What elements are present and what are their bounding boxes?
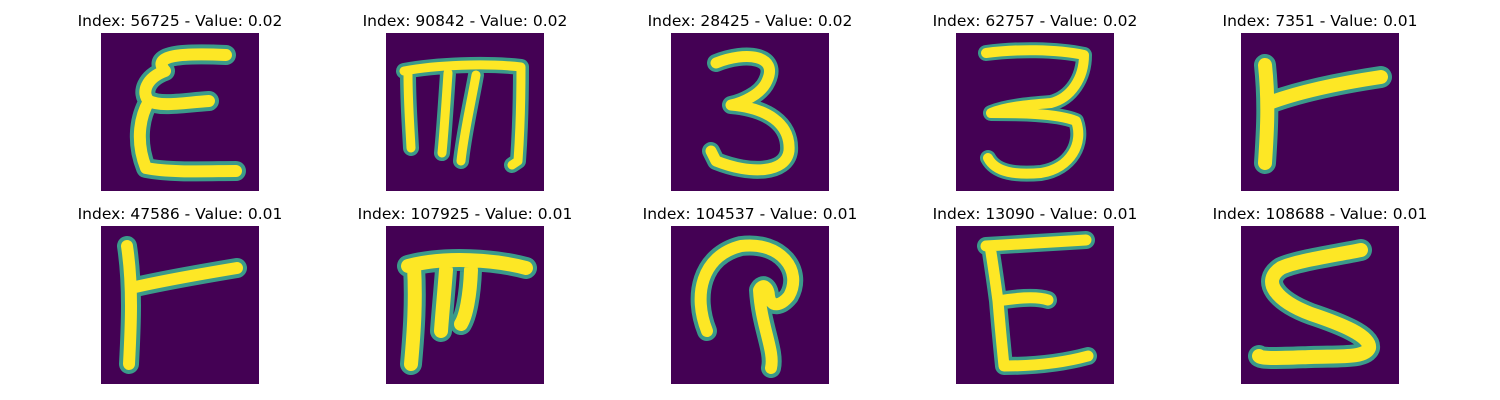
panel-title: Index: 7351 - Value: 0.01 (1222, 12, 1418, 30)
panel-title: Index: 28425 - Value: 0.02 (647, 12, 853, 30)
character-image (956, 33, 1114, 191)
character-image (1241, 226, 1399, 384)
character-image (1241, 33, 1399, 191)
panel-title: Index: 56725 - Value: 0.02 (77, 12, 283, 30)
panel-title: Index: 62757 - Value: 0.02 (932, 12, 1138, 30)
character-image (386, 33, 544, 191)
character-image (101, 33, 259, 191)
character-image (386, 226, 544, 384)
panel-title: Index: 107925 - Value: 0.01 (357, 205, 573, 223)
panel-title: Index: 13090 - Value: 0.01 (932, 205, 1138, 223)
panel-title: Index: 108688 - Value: 0.01 (1212, 205, 1428, 223)
panel-title: Index: 104537 - Value: 0.01 (642, 205, 858, 223)
character-image (101, 226, 259, 384)
character-image (671, 33, 829, 191)
character-image (956, 226, 1114, 384)
panel-title: Index: 90842 - Value: 0.02 (362, 12, 568, 30)
character-image (671, 226, 829, 384)
panel-title: Index: 47586 - Value: 0.01 (77, 205, 283, 223)
